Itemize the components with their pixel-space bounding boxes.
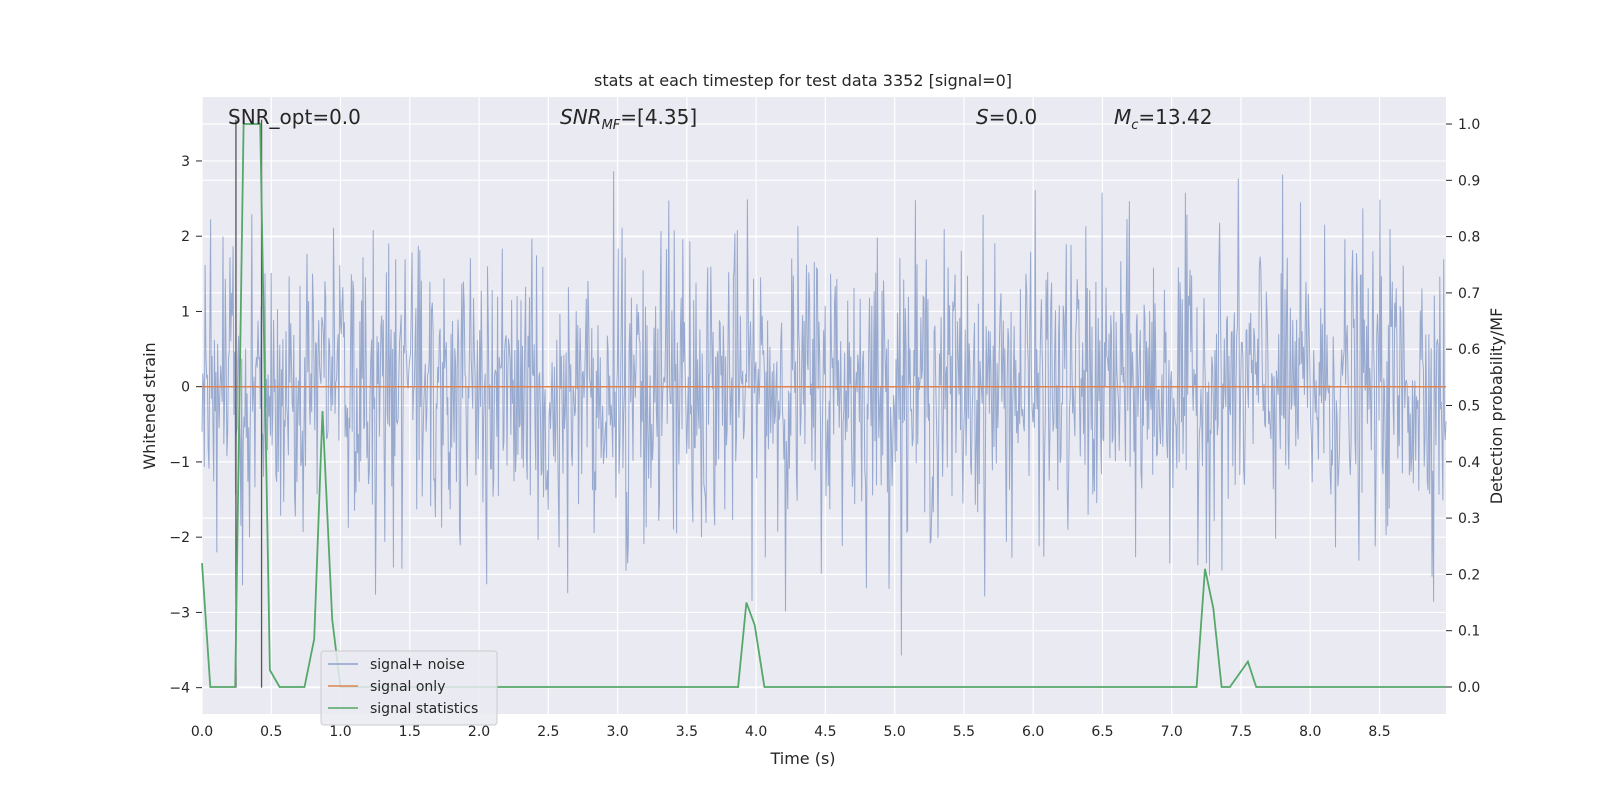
annotation-snr-mf-value: =[4.35] (620, 105, 697, 129)
y-right-tick-label: 0.8 (1458, 230, 1480, 246)
legend-box (320, 650, 498, 726)
y-left-tick-label: −2 (169, 530, 190, 546)
y-right-tick-label: 0.1 (1458, 624, 1480, 640)
x-tick-label: 3.0 (606, 724, 628, 740)
x-tick-label: 0.5 (260, 724, 282, 740)
y-right-tick-label: 0.2 (1458, 567, 1480, 583)
y-right-tick-label: 0.0 (1458, 680, 1480, 696)
y-left-tick-label: 0 (181, 380, 190, 396)
y-right-tick-label: 0.6 (1458, 342, 1480, 358)
x-tick-label: 0.0 (191, 724, 213, 740)
y-left-tick-label: 2 (181, 229, 190, 245)
y-right-tick-label: 0.4 (1458, 455, 1480, 471)
annotation-snr-mf-main: SNR (560, 105, 602, 129)
y-left-axis-label: Whitened strain (140, 342, 159, 469)
annotation-s-main: S (976, 105, 989, 129)
y-left-tick-label: 3 (181, 154, 190, 170)
annotation-mc: Mc=13.42 (1114, 105, 1212, 133)
statistics-line (201, 123, 1446, 688)
annotation-mc-value: =13.42 (1138, 105, 1212, 129)
y-right-tick-label: 0.5 (1458, 399, 1480, 415)
x-tick-label: 2.5 (537, 724, 559, 740)
x-tick-label: 8.5 (1368, 724, 1390, 740)
y-right-axis-ticks: 1.0 0.9 0.8 0.7 0.6 0.5 0.4 0.3 0.2 0.1 0.0 (1446, 117, 1480, 696)
x-tick-label: 1.5 (399, 724, 421, 740)
annotation-s-value: =0.0 (989, 105, 1038, 129)
y-left-tick-label: 1 (181, 304, 190, 320)
y-left-tick-label: −4 (169, 681, 190, 697)
y-left-tick-label: −3 (169, 605, 190, 621)
annotation-snr-mf: SNRMF=[4.35] (560, 105, 697, 133)
x-tick-label: 1.0 (329, 724, 351, 740)
x-tick-label: 7.0 (1161, 724, 1183, 740)
x-tick-label: 6.0 (1022, 724, 1044, 740)
annotation-mc-main: M (1114, 105, 1131, 129)
x-tick-label: 4.0 (745, 724, 767, 740)
x-tick-label: 7.5 (1230, 724, 1252, 740)
x-tick-label: 4.5 (814, 724, 836, 740)
y-left-tick-label: −1 (169, 455, 190, 471)
legend-label-statistics: signal statistics (370, 701, 478, 717)
annotation-snr-mf-sub: MF (602, 118, 621, 133)
legend: signal+ noise signal only signal statist… (320, 650, 498, 726)
y-right-tick-label: 1.0 (1458, 117, 1480, 133)
x-axis-ticks: 0.0 0.5 1.0 1.5 2.0 2.5 3.0 3.5 4.0 4.5 5.0 5.5 6.0 6… (191, 724, 1391, 740)
annotation-s: S=0.0 (976, 105, 1037, 129)
y-right-tick-label: 0.7 (1458, 286, 1480, 302)
noise-line (201, 171, 1447, 656)
legend-label-signal: signal only (370, 679, 445, 695)
noise-series (201, 171, 1447, 656)
annotation-mc-sub: c (1131, 118, 1138, 133)
x-tick-label: 6.5 (1091, 724, 1113, 740)
chart-title: stats at each timestep for test data 335… (594, 71, 1012, 90)
x-tick-label: 5.0 (884, 724, 906, 740)
y-right-tick-label: 0.9 (1458, 173, 1480, 189)
annotation-snr-opt: SNR_opt=0.0 (228, 105, 361, 129)
legend-label-noise: signal+ noise (370, 657, 465, 673)
x-axis-label: Time (s) (769, 749, 835, 768)
statistics-series (201, 123, 1446, 688)
y-right-axis-label: Detection probability/MF (1487, 308, 1506, 505)
y-right-tick-label: 0.3 (1458, 511, 1480, 527)
x-tick-label: 2.0 (468, 724, 490, 740)
x-tick-label: 3.5 (676, 724, 698, 740)
annotations: SNR_opt=0.0 SNRMF=[4.35] S=0.0 Mc=13.42 (228, 105, 1212, 133)
y-left-axis-ticks: 3 2 1 0 −1 −2 −3 −4 (169, 154, 202, 697)
x-tick-label: 5.5 (953, 724, 975, 740)
x-tick-label: 8.0 (1299, 724, 1321, 740)
